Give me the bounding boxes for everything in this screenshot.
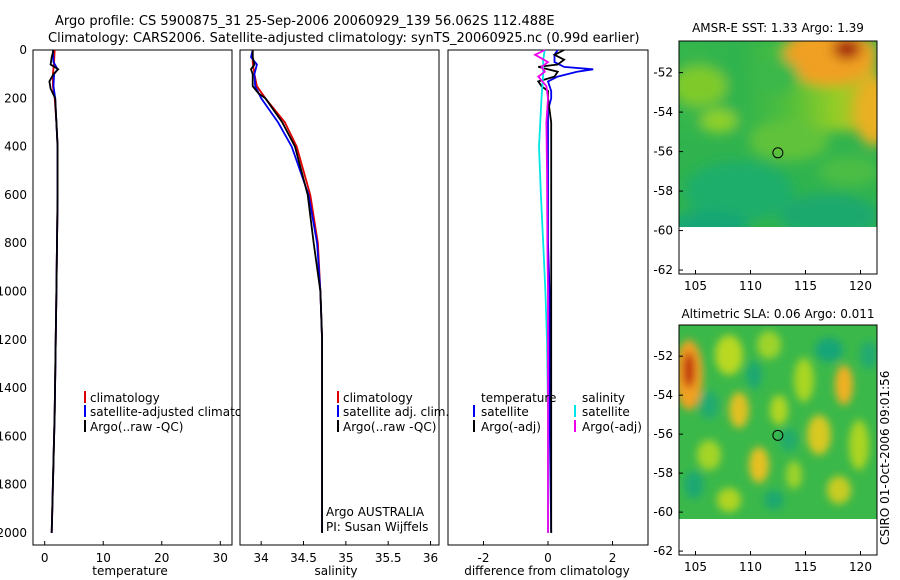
sla-map-blank-area (679, 519, 877, 555)
lon-tick-label: 105 (684, 279, 707, 293)
legend-label-satellite: satellite adj. clim. (343, 405, 449, 419)
x-tick-label: 0 (544, 551, 552, 565)
lat-tick-label: -60 (653, 224, 673, 238)
x-tick-label: 36 (423, 551, 438, 565)
argo-float-marker (772, 429, 784, 441)
lat-tick-label: -52 (653, 349, 673, 363)
depth-tick-label: 400 (4, 140, 27, 154)
depth-axis: 0 200 400 600 800 1000 1200 1400 1600 1800 2000 (0, 43, 37, 540)
depth-tick-label: 1200 (0, 333, 27, 347)
depth-tick-label: 800 (4, 236, 27, 250)
header-line-1: Argo profile: CS 5900875_31 25-Sep-2006 … (55, 14, 555, 29)
depth-tick-label: 1800 (0, 478, 27, 492)
difference-xlabel: difference from climatology (464, 564, 630, 578)
lat-tick-label: -54 (653, 105, 673, 119)
difference-panel: -2 0 2 difference from climatology tempera… (447, 49, 649, 578)
legend-label-argo: Argo(..raw -QC) (90, 420, 183, 434)
depth-tick-label: 1600 (0, 429, 27, 443)
lat-tick-label: -62 (653, 263, 673, 277)
depth-tick-label: 200 (4, 91, 27, 105)
x-tick-label: 30 (213, 551, 228, 565)
lon-tick-label: 110 (739, 279, 762, 293)
sla-field (679, 325, 877, 519)
difference-legend: temperature satellite Argo(-adj) salinit… (473, 391, 642, 434)
x-tick-label: 0 (41, 551, 49, 565)
legend-label-climatology: climatology (90, 391, 160, 405)
pi-annotation: PI: Susan Wijffels (326, 520, 428, 534)
temperature-panel: 0 10 20 30 temperature climatology satellit… (32, 49, 268, 578)
temperature-axes-frame (32, 49, 233, 546)
x-tick-label: 10 (96, 551, 111, 565)
sst-field (679, 41, 877, 235)
x-tick-label: -2 (477, 551, 489, 565)
x-tick-label: 2 (609, 551, 617, 565)
sst-map-title: AMSR-E SST: 1.33 Argo: 1.39 (692, 21, 864, 35)
lat-tick-label: -54 (653, 388, 673, 402)
legend-label-climatology: climatology (343, 391, 413, 405)
depth-tick-label: 600 (4, 188, 27, 202)
lat-tick-label: -56 (653, 145, 673, 159)
series-line-temperature-satellite (546, 49, 594, 533)
lon-tick-label: 105 (684, 560, 707, 574)
argo-float-marker (772, 147, 784, 159)
salinity-axes-frame (239, 49, 440, 546)
legend-heading-salinity: salinity (582, 391, 625, 405)
legend-swatch-sal-satellite (574, 405, 576, 417)
legend-swatch-climatology (84, 391, 86, 403)
temperature-legend: climatology satellite-adjusted climatolo… (84, 391, 268, 434)
lon-tick-label: 115 (794, 279, 817, 293)
sla-map: Altimetric SLA: 0.06 Argo: 0.011 (653, 307, 878, 574)
lat-tick-label: -56 (653, 427, 673, 441)
sla-map-title: Altimetric SLA: 0.06 Argo: 0.011 (681, 307, 874, 321)
depth-tick-label: 0 (19, 43, 27, 57)
lon-tick-label: 110 (739, 560, 762, 574)
salinity-panel: 34 34.5 35 35.5 36 salinity climatology sate… (239, 49, 449, 578)
legend-label-sal-satellite: satellite (582, 405, 630, 419)
series-line-salinity-argo-adj- (533, 49, 550, 533)
lon-tick-label: 120 (849, 279, 872, 293)
legend-swatch-temp-argo (473, 420, 475, 432)
legend-swatch-argo (337, 420, 339, 432)
x-tick-label: 35.5 (375, 551, 402, 565)
legend-swatch-climatology (337, 391, 339, 403)
x-tick-label: 20 (154, 551, 169, 565)
legend-label-sal-argo: Argo(-adj) (582, 420, 642, 434)
depth-tick-label: 2000 (0, 526, 27, 540)
legend-label-temp-argo: Argo(-adj) (481, 420, 541, 434)
legend-label-satellite: satellite-adjusted climatology (90, 405, 268, 419)
legend-heading-temperature: temperature (481, 391, 556, 405)
lat-tick-label: -58 (653, 466, 673, 480)
argo-country-annotation: Argo AUSTRALIA (326, 505, 425, 519)
sst-map: AMSR-E SST: 1.33 Argo: 1.39 (653, 21, 878, 293)
depth-tick-label: 1400 (0, 381, 27, 395)
salinity-xlabel: salinity (314, 564, 357, 578)
sla-map-frame (678, 324, 878, 556)
header-line-2: Climatology: CARS2006. Satellite-adjuste… (48, 31, 640, 46)
x-tick-label: 34.5 (290, 551, 317, 565)
lat-tick-label: -58 (653, 184, 673, 198)
lat-tick-label: -52 (653, 66, 673, 80)
temperature-xlabel: temperature (92, 564, 167, 578)
legend-swatch-satellite (84, 405, 86, 417)
lon-tick-label: 120 (849, 560, 872, 574)
legend-swatch-satellite (337, 405, 339, 417)
sst-map-blank-area (679, 235, 877, 274)
depth-tick-label: 1000 (0, 284, 27, 298)
credit-timestamp: CSIRO 01-Oct-2006 09:01:56 (878, 371, 892, 545)
legend-swatch-argo (84, 420, 86, 432)
series-line-argo-raw-qc- (249, 50, 324, 533)
lon-tick-label: 115 (794, 560, 817, 574)
x-tick-label: 34 (254, 551, 269, 565)
legend-swatch-sal-argo (574, 420, 576, 432)
lat-tick-label: -60 (653, 505, 673, 519)
legend-label-temp-satellite: satellite (481, 405, 529, 419)
legend-label-argo: Argo(..raw -QC) (343, 420, 436, 434)
x-tick-label: 35 (338, 551, 353, 565)
legend-swatch-temp-satellite (473, 405, 475, 417)
lat-tick-label: -62 (653, 544, 673, 558)
salinity-legend: climatology satellite adj. clim. Argo(..… (337, 391, 449, 434)
series-line-argo-raw-qc- (48, 49, 60, 533)
